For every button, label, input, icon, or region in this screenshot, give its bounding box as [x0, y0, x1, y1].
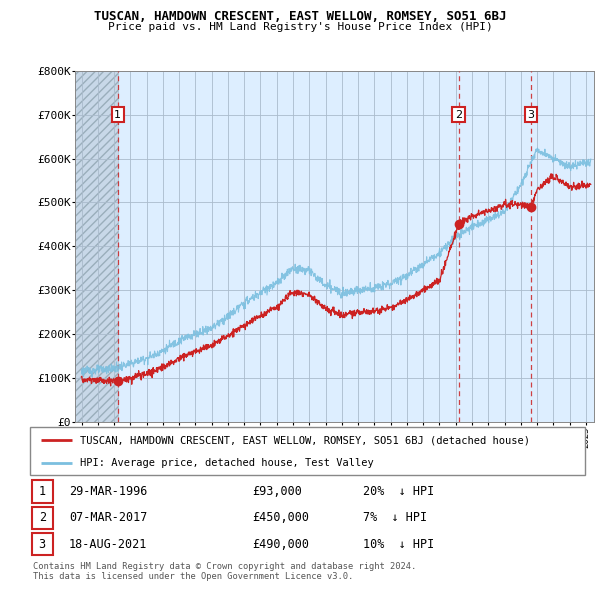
Bar — [75, 71, 118, 422]
Text: 18-AUG-2021: 18-AUG-2021 — [69, 537, 147, 550]
Text: This data is licensed under the Open Government Licence v3.0.: This data is licensed under the Open Gov… — [33, 572, 353, 581]
Text: £93,000: £93,000 — [252, 485, 302, 498]
Text: 1: 1 — [114, 110, 121, 120]
Text: Price paid vs. HM Land Registry's House Price Index (HPI): Price paid vs. HM Land Registry's House … — [107, 22, 493, 32]
Text: £450,000: £450,000 — [252, 511, 309, 525]
Text: 29-MAR-1996: 29-MAR-1996 — [69, 485, 147, 498]
Text: 7%  ↓ HPI: 7% ↓ HPI — [363, 511, 427, 525]
Bar — [32, 480, 53, 503]
Text: 2: 2 — [38, 511, 46, 525]
Bar — [75, 71, 118, 422]
Text: 3: 3 — [38, 537, 46, 550]
Text: £490,000: £490,000 — [252, 537, 309, 550]
Bar — [32, 507, 53, 529]
Bar — [32, 533, 53, 555]
Text: 1: 1 — [38, 485, 46, 498]
Text: 07-MAR-2017: 07-MAR-2017 — [69, 511, 147, 525]
Text: 2: 2 — [455, 110, 462, 120]
Text: TUSCAN, HAMDOWN CRESCENT, EAST WELLOW, ROMSEY, SO51 6BJ (detached house): TUSCAN, HAMDOWN CRESCENT, EAST WELLOW, R… — [80, 435, 530, 445]
Text: 20%  ↓ HPI: 20% ↓ HPI — [363, 485, 434, 498]
Text: TUSCAN, HAMDOWN CRESCENT, EAST WELLOW, ROMSEY, SO51 6BJ: TUSCAN, HAMDOWN CRESCENT, EAST WELLOW, R… — [94, 10, 506, 23]
Text: 10%  ↓ HPI: 10% ↓ HPI — [363, 537, 434, 550]
Text: HPI: Average price, detached house, Test Valley: HPI: Average price, detached house, Test… — [80, 458, 374, 468]
Text: 3: 3 — [527, 110, 535, 120]
Text: Contains HM Land Registry data © Crown copyright and database right 2024.: Contains HM Land Registry data © Crown c… — [33, 562, 416, 571]
